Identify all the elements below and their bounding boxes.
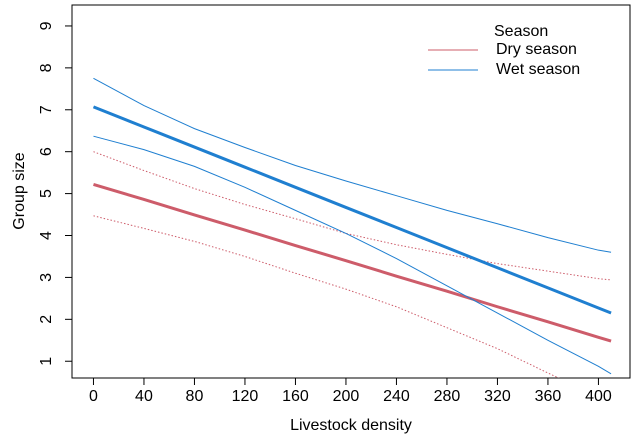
x-tick-label: 280 [434, 388, 461, 405]
y-tick-label: 7 [38, 105, 55, 114]
ci-lower [93, 215, 560, 378]
legend-label: Dry season [496, 41, 577, 58]
legend-label: Wet season [496, 61, 580, 78]
ci-lower [93, 135, 612, 375]
ci-upper [93, 151, 612, 281]
plot-area [92, 77, 612, 378]
x-tick-label: 160 [282, 388, 309, 405]
y-axis-title: Group size [11, 152, 28, 229]
x-tick-label: 200 [333, 388, 360, 405]
x-tick-label: 400 [585, 388, 612, 405]
x-tick-label: 360 [535, 388, 562, 405]
y-tick-label: 5 [38, 189, 55, 198]
fit-line [93, 182, 612, 343]
y-tick-label: 4 [38, 231, 55, 240]
fit-line [92, 105, 612, 315]
x-tick-label: 0 [89, 388, 98, 405]
y-tick-label: 9 [38, 21, 55, 30]
legend-title: Season [494, 23, 548, 40]
y-tick-label: 3 [38, 273, 55, 282]
y-tick-label: 8 [38, 63, 55, 72]
y-tick-label: 1 [38, 357, 55, 366]
x-tick-label: 240 [383, 388, 410, 405]
ci-upper [93, 77, 612, 253]
y-tick-label: 2 [38, 315, 55, 324]
plot-frame [71, 4, 631, 379]
x-tick-label: 80 [186, 388, 204, 405]
x-tick-label: 320 [484, 388, 511, 405]
x-axis-title: Livestock density [290, 417, 412, 434]
x-tick-label: 40 [135, 388, 153, 405]
y-tick-label: 6 [38, 147, 55, 156]
x-tick-label: 120 [232, 388, 259, 405]
